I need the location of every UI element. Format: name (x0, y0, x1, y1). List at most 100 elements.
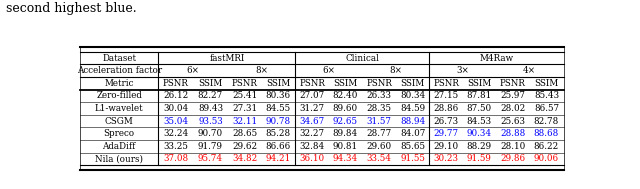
Text: 86.22: 86.22 (534, 142, 559, 151)
Text: 8×: 8× (255, 66, 268, 75)
Text: 27.31: 27.31 (232, 104, 257, 113)
Text: 94.34: 94.34 (333, 154, 358, 163)
Text: fastMRI: fastMRI (209, 54, 244, 63)
Text: 89.60: 89.60 (333, 104, 358, 113)
Text: 90.34: 90.34 (467, 129, 492, 138)
Text: SSIM: SSIM (266, 79, 291, 88)
Text: PSNR: PSNR (433, 79, 459, 88)
Text: Nila (ours): Nila (ours) (95, 154, 143, 163)
Text: 25.63: 25.63 (500, 117, 525, 126)
Text: 35.04: 35.04 (163, 117, 188, 126)
Text: 94.21: 94.21 (266, 154, 291, 163)
Text: 84.53: 84.53 (467, 117, 492, 126)
Text: PSNR: PSNR (366, 79, 392, 88)
Text: 30.04: 30.04 (163, 104, 188, 113)
Text: SSIM: SSIM (467, 79, 492, 88)
Text: 88.29: 88.29 (467, 142, 492, 151)
Text: 91.59: 91.59 (467, 154, 492, 163)
Text: 91.79: 91.79 (198, 142, 223, 151)
Text: 80.36: 80.36 (266, 91, 291, 100)
Text: 29.60: 29.60 (367, 142, 392, 151)
Text: 85.43: 85.43 (534, 91, 559, 100)
Text: PSNR: PSNR (232, 79, 258, 88)
Text: 82.27: 82.27 (198, 91, 223, 100)
Text: SSIM: SSIM (401, 79, 425, 88)
Text: 90.06: 90.06 (534, 154, 559, 163)
Text: 90.81: 90.81 (333, 142, 358, 151)
Text: 29.86: 29.86 (500, 154, 525, 163)
Text: 95.74: 95.74 (198, 154, 223, 163)
Text: 31.57: 31.57 (367, 117, 392, 126)
Text: 32.27: 32.27 (300, 129, 324, 138)
Text: 27.15: 27.15 (433, 91, 459, 100)
Text: 32.84: 32.84 (300, 142, 324, 151)
Text: 80.34: 80.34 (400, 91, 426, 100)
Text: Metric: Metric (104, 79, 134, 88)
Text: L1-wavelet: L1-wavelet (95, 104, 143, 113)
Text: AdaDiff: AdaDiff (102, 142, 136, 151)
Text: 87.81: 87.81 (467, 91, 492, 100)
Text: 86.57: 86.57 (534, 104, 559, 113)
Text: 25.97: 25.97 (500, 91, 525, 100)
Text: 92.65: 92.65 (333, 117, 358, 126)
Text: 84.55: 84.55 (266, 104, 291, 113)
Text: 84.07: 84.07 (400, 129, 426, 138)
Text: 33.25: 33.25 (163, 142, 188, 151)
Text: 82.78: 82.78 (534, 117, 559, 126)
Text: PSNR: PSNR (299, 79, 325, 88)
Text: Zero-filled: Zero-filled (96, 91, 142, 100)
Text: 90.70: 90.70 (198, 129, 223, 138)
Text: PSNR: PSNR (500, 79, 525, 88)
Text: 30.23: 30.23 (433, 154, 458, 163)
Text: 89.43: 89.43 (198, 104, 223, 113)
Text: 33.54: 33.54 (367, 154, 392, 163)
Text: 29.10: 29.10 (433, 142, 459, 151)
Text: 28.02: 28.02 (500, 104, 525, 113)
Text: SSIM: SSIM (333, 79, 358, 88)
Text: 8×: 8× (389, 66, 402, 75)
Text: M4Raw: M4Raw (479, 54, 513, 63)
Text: 90.78: 90.78 (266, 117, 291, 126)
Text: 85.28: 85.28 (266, 129, 291, 138)
Text: 28.86: 28.86 (433, 104, 459, 113)
Text: 28.10: 28.10 (500, 142, 525, 151)
Text: 84.59: 84.59 (400, 104, 426, 113)
Text: 87.50: 87.50 (467, 104, 492, 113)
Text: 26.33: 26.33 (367, 91, 392, 100)
Text: 37.08: 37.08 (163, 154, 188, 163)
Text: 6×: 6× (322, 66, 335, 75)
Text: SSIM: SSIM (534, 79, 559, 88)
Text: 31.27: 31.27 (300, 104, 324, 113)
Text: 91.55: 91.55 (401, 154, 425, 163)
Text: 26.12: 26.12 (163, 91, 188, 100)
Text: Dataset: Dataset (102, 54, 136, 63)
Text: 29.62: 29.62 (232, 142, 257, 151)
Text: second highest blue.: second highest blue. (6, 2, 137, 15)
Text: 93.53: 93.53 (198, 117, 223, 126)
Text: 82.40: 82.40 (333, 91, 358, 100)
Text: 29.77: 29.77 (433, 129, 459, 138)
Text: PSNR: PSNR (163, 79, 189, 88)
Text: 4×: 4× (523, 66, 536, 75)
Text: 88.94: 88.94 (400, 117, 426, 126)
Text: 32.24: 32.24 (163, 129, 188, 138)
Text: 28.35: 28.35 (367, 104, 392, 113)
Text: 88.68: 88.68 (534, 129, 559, 138)
Text: 32.11: 32.11 (232, 117, 257, 126)
Text: 34.67: 34.67 (300, 117, 324, 126)
Text: CSGM: CSGM (105, 117, 134, 126)
Text: Spreco: Spreco (104, 129, 135, 138)
Text: 36.10: 36.10 (300, 154, 324, 163)
Text: 89.84: 89.84 (333, 129, 358, 138)
Text: Clinical: Clinical (346, 54, 379, 63)
Text: 6×: 6× (187, 66, 200, 75)
Text: SSIM: SSIM (198, 79, 223, 88)
Text: 85.65: 85.65 (400, 142, 426, 151)
Text: 27.07: 27.07 (300, 91, 324, 100)
Text: Acceleration factor: Acceleration factor (77, 66, 162, 75)
Text: 3×: 3× (456, 66, 469, 75)
Text: 86.66: 86.66 (266, 142, 291, 151)
Text: 34.82: 34.82 (232, 154, 257, 163)
Text: 28.88: 28.88 (500, 129, 525, 138)
Text: 28.77: 28.77 (367, 129, 392, 138)
